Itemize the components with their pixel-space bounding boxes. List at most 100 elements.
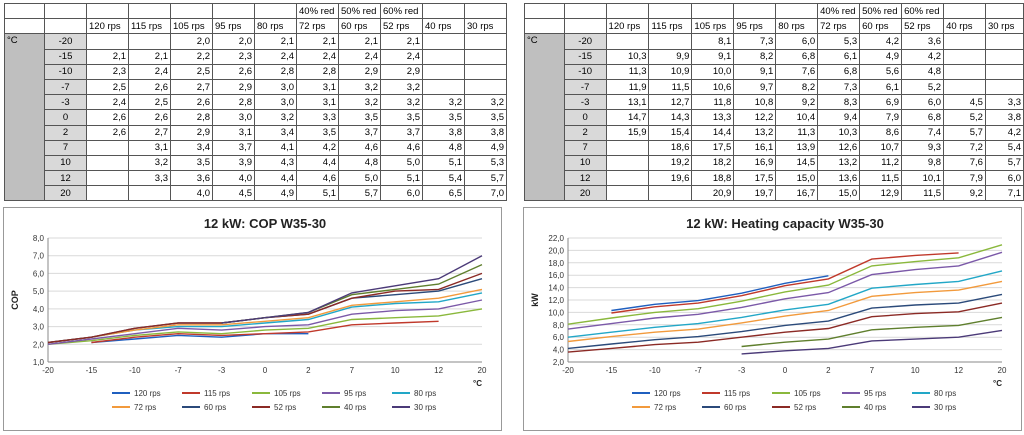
reduction-label [776,4,818,19]
value-cell: 3,5 [297,125,339,140]
value-cell: 10,7 [860,140,902,155]
value-cell: 4,2 [985,125,1023,140]
value-cell: 9,7 [734,79,776,94]
value-cell: 6,5 [423,186,465,201]
table-row: -10 2,3 2,4 2,5 2,6 2,8 2,8 2,9 2,9 [5,64,507,79]
x-tick-label: -15 [606,366,618,375]
value-cell: 2,4 [129,64,171,79]
y-tick-label: 6,0 [553,333,565,342]
column-header: 115 rps [129,19,171,34]
y-axis-label: COP [10,290,20,310]
value-cell: 4,9 [465,140,507,155]
x-tick-label: 2 [826,366,831,375]
x-tick-label: 20 [998,366,1007,375]
legend-label: 115 rps [724,389,750,398]
y-tick-label: 16,0 [548,271,564,280]
value-cell: 3,8 [465,125,507,140]
value-cell: 9,1 [734,64,776,79]
value-cell: 3,2 [129,155,171,170]
value-cell: 3,5 [171,155,213,170]
value-cell: 10,3 [818,125,860,140]
value-cell: 5,7 [944,125,986,140]
reduction-label [87,4,129,19]
value-cell: 7,1 [985,186,1023,201]
reduction-label: 60% red [902,4,944,19]
x-tick-label: -7 [175,366,183,375]
table-row: 0 14,7 14,3 13,3 12,2 10,4 9,4 7,9 6,8 5,2 3,8 [525,110,1024,125]
reduction-row: 40% red 50% red 60% red [525,4,1024,19]
x-tick-label: 12 [954,366,963,375]
x-tick-label: 7 [350,366,355,375]
value-cell: 18,6 [649,140,692,155]
x-tick-label: -15 [86,366,98,375]
value-cell: 9,3 [902,140,944,155]
reduction-label [213,4,255,19]
y-tick-label: 10,0 [548,308,564,317]
x-tick-label: 10 [911,366,920,375]
table-row: 10 19,2 18,2 16,9 14,5 13,2 11,2 9,8 7,6 5,7 [525,155,1024,170]
value-cell: 2,1 [297,34,339,49]
value-cell: 3,1 [129,140,171,155]
value-cell [87,34,129,49]
x-tick-label: 0 [783,366,788,375]
value-cell: 15,0 [776,171,818,186]
chart-title: 12 kW: Heating capacity W35-30 [686,216,884,231]
value-cell: 15,4 [649,125,692,140]
value-cell: 2,1 [255,34,297,49]
column-header: 80 rps [255,19,297,34]
value-cell [87,140,129,155]
temperature-cell: -10 [45,64,87,79]
value-cell: 4,6 [297,171,339,186]
value-cell: 2,9 [213,79,255,94]
value-cell: 6,8 [818,64,860,79]
table-row: -15 2,1 2,1 2,2 2,3 2,4 2,4 2,4 2,4 [5,49,507,64]
legend-label: 120 rps [654,389,681,398]
value-cell: 4,0 [171,186,213,201]
cop-table: 40% red 50% red 60% red 120 rps 115 rps 105 r… [4,3,507,201]
value-cell: 3,5 [465,110,507,125]
temperature-cell: -3 [564,95,606,110]
value-cell: 4,5 [213,186,255,201]
table-row: -3 2,4 2,5 2,6 2,8 3,0 3,1 3,2 3,2 3,2 3,2 [5,95,507,110]
reduction-label [129,4,171,19]
value-cell: 2,9 [381,64,423,79]
reduction-label [734,4,776,19]
legend-label: 52 rps [274,403,296,412]
value-cell: 8,2 [776,79,818,94]
y-tick-label: 4,0 [553,346,565,355]
value-cell: 7,0 [465,186,507,201]
value-cell: 5,6 [860,64,902,79]
value-cell: 5,1 [297,186,339,201]
value-cell [423,49,465,64]
reduction-label: 60% red [381,4,423,19]
value-cell: 16,1 [734,140,776,155]
temperature-cell: 0 [45,110,87,125]
value-cell: 13,2 [734,125,776,140]
value-cell: 3,9 [213,155,255,170]
value-cell: 2,7 [129,125,171,140]
reduction-label [423,4,465,19]
reduction-label: 50% red [860,4,902,19]
value-cell [944,49,986,64]
column-header: 105 rps [171,19,213,34]
temperature-cell: 7 [45,140,87,155]
value-cell: 4,9 [860,49,902,64]
value-cell: 3,2 [381,95,423,110]
value-cell: 5,0 [381,155,423,170]
value-cell: 16,7 [776,186,818,201]
value-cell: 5,7 [339,186,381,201]
legend-label: 72 rps [654,403,676,412]
value-cell [465,64,507,79]
value-cell [944,79,986,94]
value-cell: 2,2 [171,49,213,64]
column-header: 72 rps [818,19,860,34]
value-cell: 3,8 [423,125,465,140]
series-line-52-rps [48,273,482,342]
value-cell [649,186,692,201]
value-cell: 10,9 [649,64,692,79]
value-cell: 3,0 [255,95,297,110]
value-cell: 5,7 [985,155,1023,170]
value-cell: 3,2 [339,95,381,110]
temperature-cell: -10 [564,64,606,79]
value-cell: 6,0 [902,95,944,110]
